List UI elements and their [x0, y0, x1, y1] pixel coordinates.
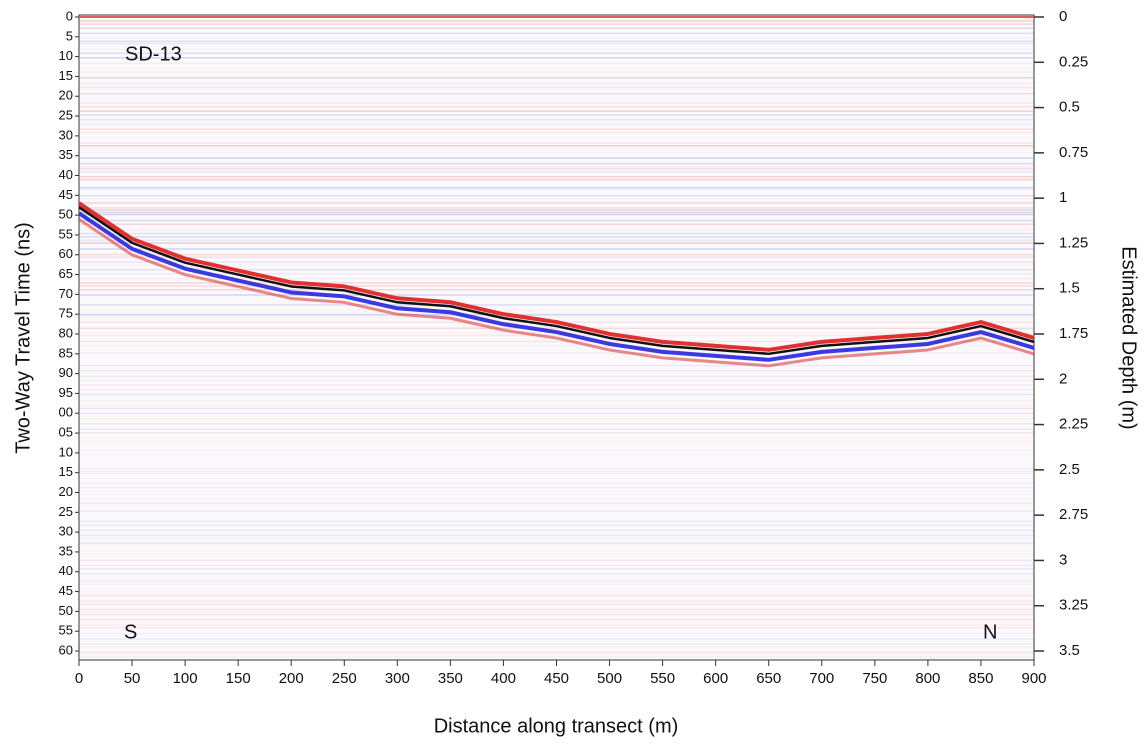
y2-tick-label: 0.5	[1059, 99, 1080, 116]
y-tick-label: 95	[59, 385, 73, 400]
label-north: N	[983, 621, 997, 643]
y2-tick-label: 0	[1059, 8, 1067, 25]
x-tick-label: 200	[279, 670, 304, 687]
y-tick-label: 70	[59, 286, 73, 301]
x-tick-label: 350	[438, 670, 463, 687]
reflector	[78, 217, 1035, 368]
y-axis-title: Two-Way Travel Time (ns)	[12, 222, 34, 454]
y-tick-label: 45	[59, 187, 73, 202]
x-tick-label: 400	[491, 670, 516, 687]
x-tick-label: 500	[597, 670, 622, 687]
x-tick-label: 800	[915, 670, 940, 687]
y2-tick-label: 0.75	[1059, 144, 1088, 161]
x-tick-label: 450	[544, 670, 569, 687]
y2-tick-label: 0.25	[1059, 53, 1088, 70]
y-tick-label: 50	[59, 603, 73, 618]
x-tick-label: 650	[756, 670, 781, 687]
y-tick-label: 15	[59, 68, 73, 83]
y2-tick-label: 2.5	[1059, 461, 1080, 478]
y-tick-label: 35	[59, 543, 73, 558]
y-tick-label: 20	[59, 484, 73, 499]
y-tick-label: 05	[59, 425, 73, 440]
y-tick-label: 15	[59, 464, 73, 479]
x-tick-label: 700	[809, 670, 834, 687]
x-tick-label: 150	[226, 670, 251, 687]
y-tick-label: 90	[59, 365, 73, 380]
x-tick-label: 550	[650, 670, 675, 687]
label-south: S	[124, 621, 137, 643]
x-tick-label: 100	[173, 670, 198, 687]
y-tick-label: 60	[59, 642, 73, 657]
y2-tick-label: 1	[1059, 189, 1067, 206]
y-tick-label: 10	[59, 48, 73, 63]
y-tick-label: 00	[59, 405, 73, 420]
y-tick-label: 25	[59, 504, 73, 519]
y2-axis-title: Estimated Depth (m)	[1118, 246, 1140, 429]
y-tick-label: 50	[59, 207, 73, 222]
y2-tick-label: 3.25	[1059, 597, 1088, 614]
radar-texture	[80, 20, 1033, 658]
y2-tick-label: 2.75	[1059, 506, 1088, 523]
x-axis-title: Distance along transect (m)	[434, 715, 679, 737]
y-tick-label: 0	[66, 8, 73, 23]
y-tick-label: 30	[59, 127, 73, 142]
x-tick-label: 300	[385, 670, 410, 687]
y-tick-label: 75	[59, 306, 73, 321]
y2-tick-label: 3	[1059, 551, 1067, 568]
y2-tick-label: 3.5	[1059, 642, 1080, 659]
y-tick-label: 40	[59, 167, 73, 182]
y-tick-label: 30	[59, 524, 73, 539]
y-tick-label: 65	[59, 266, 73, 281]
y-tick-label: 55	[59, 623, 73, 638]
y-tick-label: 10	[59, 444, 73, 459]
x-tick-label: 0	[75, 670, 83, 687]
x-tick-label: 250	[332, 670, 357, 687]
y-tick-label: 25	[59, 108, 73, 123]
x-tick-label: 600	[703, 670, 728, 687]
y-tick-label: 80	[59, 325, 73, 340]
y2-tick-label: 1.5	[1059, 280, 1080, 297]
y2-tick-label: 1.75	[1059, 325, 1088, 342]
y2-tick-label: 1.25	[1059, 234, 1088, 251]
y-tick-label: 20	[59, 88, 73, 103]
y-tick-label: 5	[66, 28, 73, 43]
y2-tick-label: 2.25	[1059, 416, 1088, 433]
reflector	[77, 201, 1035, 352]
y-tick-label: 55	[59, 226, 73, 241]
y-tick-label: 85	[59, 345, 73, 360]
x-tick-label: 850	[968, 670, 993, 687]
y-tick-label: 45	[59, 583, 73, 598]
reflector	[78, 206, 1035, 356]
reflector	[77, 211, 1035, 362]
y2-tick-label: 2	[1059, 370, 1067, 387]
y-tick-label: 35	[59, 147, 73, 162]
x-tick-label: 50	[124, 670, 141, 687]
y-tick-label: 40	[59, 563, 73, 578]
x-tick-label: 900	[1021, 670, 1046, 687]
y-tick-label: 60	[59, 246, 73, 261]
label-site: SD-13	[125, 43, 182, 65]
x-tick-label: 750	[862, 670, 887, 687]
